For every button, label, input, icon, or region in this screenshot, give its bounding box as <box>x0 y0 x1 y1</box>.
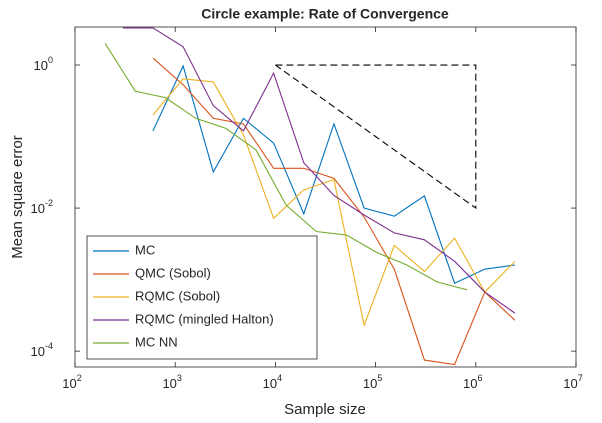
y-tick-label: 10-4 <box>31 342 53 360</box>
legend-label: QMC (Sobol) <box>135 265 211 280</box>
tick-base: 10 <box>62 376 76 391</box>
series-line <box>152 78 516 328</box>
legend-box <box>86 235 318 360</box>
x-tick-label: 107 <box>563 373 582 391</box>
chart-title: Circle example: Rate of Convergence <box>201 6 449 22</box>
x-tick-label: 105 <box>363 373 382 391</box>
series-line <box>104 43 468 291</box>
plot <box>104 27 516 366</box>
tick-base: 10 <box>31 202 45 217</box>
tick-base: 10 <box>463 376 477 391</box>
x-tick-label: 103 <box>162 373 181 391</box>
tick-base: 10 <box>162 376 176 391</box>
legend: MC QMC (Sobol) RQMC (Sobol) RQMC (mingled H… <box>86 235 318 360</box>
reference-triangle <box>275 64 477 210</box>
x-tick-label: 106 <box>463 373 482 391</box>
legend-label: RQMC (Sobol) <box>135 288 220 303</box>
tick-exponent: 2 <box>77 373 82 383</box>
tick-exponent: 0 <box>48 55 53 65</box>
series-line <box>152 64 516 284</box>
tick-exponent: 3 <box>177 373 182 383</box>
tick-exponent: 6 <box>478 373 483 383</box>
tick-base: 10 <box>263 376 277 391</box>
axes-frame <box>74 26 577 368</box>
tick-exponent: 5 <box>377 373 382 383</box>
tick-exponent: -2 <box>45 198 53 208</box>
tick-exponent: -4 <box>45 342 53 352</box>
legend-label: MC NN <box>135 334 178 349</box>
y-tick-label: 10-2 <box>31 198 53 216</box>
legend-label: RQMC (mingled Halton) <box>135 311 274 326</box>
y-tick-label: 100 <box>34 55 53 73</box>
tick-base: 10 <box>34 58 48 73</box>
tick-base: 10 <box>363 376 377 391</box>
tick-base: 10 <box>563 376 577 391</box>
x-axis-label: Sample size <box>284 401 366 418</box>
tick-base: 10 <box>31 345 45 360</box>
x-tick-label: 102 <box>62 373 81 391</box>
x-tick-label: 104 <box>263 373 282 391</box>
tick-exponent: 4 <box>277 373 282 383</box>
y-axis-label: Mean square error <box>9 135 26 258</box>
tick-exponent: 7 <box>578 373 583 383</box>
legend-label: MC <box>135 242 155 257</box>
series-line <box>152 57 516 366</box>
series-line <box>122 27 516 314</box>
